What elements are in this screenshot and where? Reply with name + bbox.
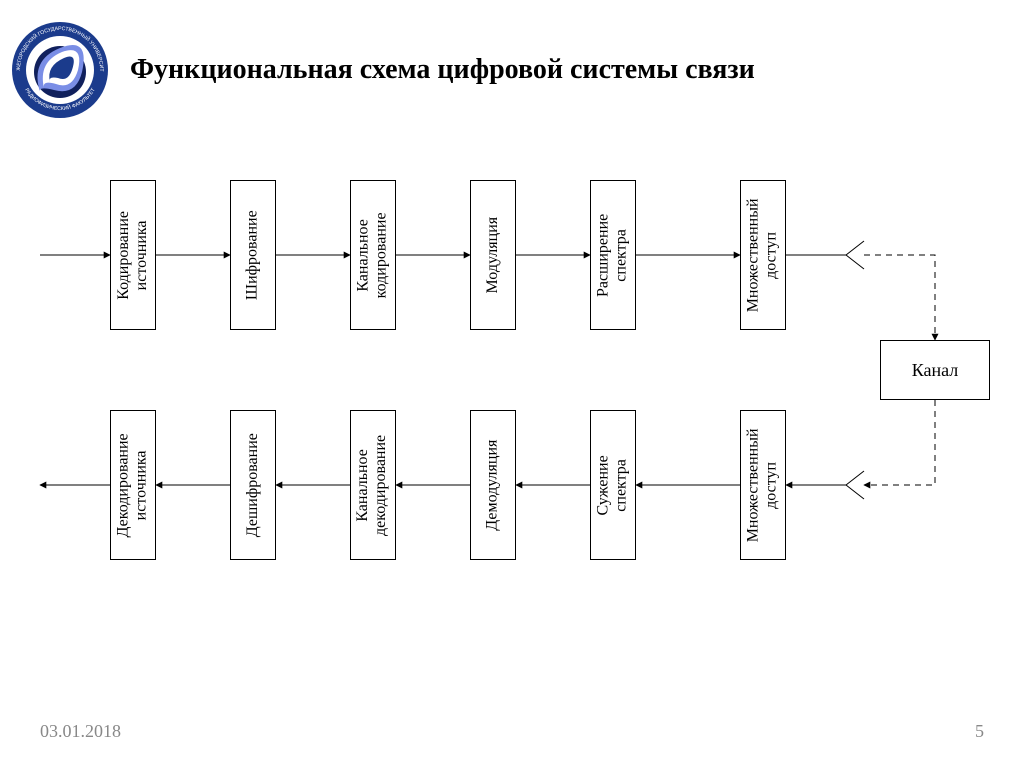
block-label: Модуляция — [484, 217, 502, 294]
block-t1: Кодированиеисточника — [110, 180, 156, 330]
footer-date: 03.01.2018 — [40, 721, 121, 742]
block-t4: Модуляция — [470, 180, 516, 330]
block-label: Декодированиеисточника — [115, 433, 152, 537]
university-logo: НИЖЕГОРОДСКИЙ ГОСУДАРСТВЕННЫЙ УНИВЕРСИТЕ… — [10, 20, 110, 120]
block-t6: Множественныйдоступ — [740, 180, 786, 330]
block-label: Множественныйдоступ — [745, 428, 782, 542]
block-b3: Канальноедекодирование — [350, 410, 396, 560]
block-channel: Канал — [880, 340, 990, 400]
block-label: Демодуляция — [484, 439, 502, 530]
slide-title: Функциональная схема цифровой системы св… — [130, 54, 755, 86]
block-b6: Множественныйдоступ — [740, 410, 786, 560]
block-label: Канальноедекодирование — [355, 434, 392, 535]
block-b4: Демодуляция — [470, 410, 516, 560]
block-label: Дешифрование — [244, 433, 262, 537]
block-label: Множественныйдоступ — [745, 198, 782, 312]
block-b5: Сужениеспектра — [590, 410, 636, 560]
block-label: Расширениеспектра — [595, 213, 632, 296]
block-label: Сужениеспектра — [595, 455, 632, 515]
block-label: Канальноекодирование — [355, 212, 392, 298]
block-t2: Шифрование — [230, 180, 276, 330]
flowchart: Кодированиеисточника Шифрование Канальноек… — [20, 180, 1004, 600]
block-t3: Канальноекодирование — [350, 180, 396, 330]
block-label: Канал — [912, 360, 959, 381]
block-label: Шифрование — [244, 210, 262, 300]
footer-page: 5 — [975, 721, 984, 742]
block-t5: Расширениеспектра — [590, 180, 636, 330]
block-label: Кодированиеисточника — [115, 211, 152, 300]
block-b1: Декодированиеисточника — [110, 410, 156, 560]
block-b2: Дешифрование — [230, 410, 276, 560]
